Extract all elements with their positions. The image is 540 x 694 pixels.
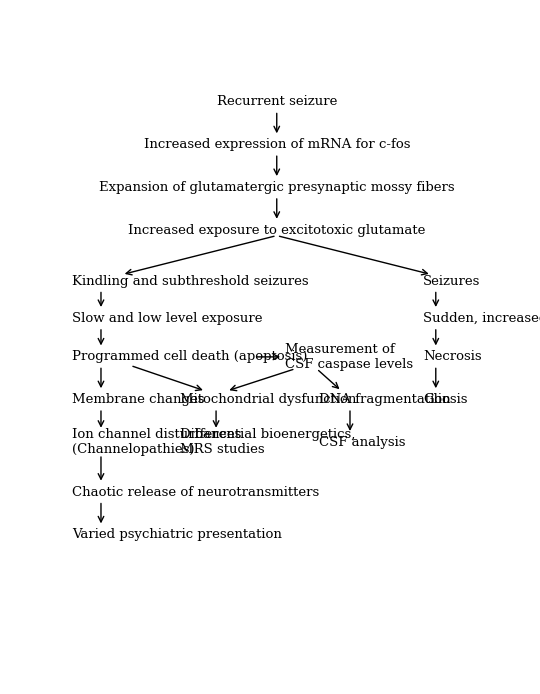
Text: Expansion of glutamatergic presynaptic mossy fibers: Expansion of glutamatergic presynaptic m… — [99, 181, 455, 194]
Text: Mitochondrial dysfunction: Mitochondrial dysfunction — [180, 393, 357, 406]
Text: Necrosis: Necrosis — [423, 350, 482, 364]
Text: Slow and low level exposure: Slow and low level exposure — [72, 312, 262, 325]
Text: CSF analysis: CSF analysis — [319, 436, 405, 449]
Text: Increased exposure to excitotoxic glutamate: Increased exposure to excitotoxic glutam… — [128, 223, 426, 237]
Text: Increased expression of mRNA for c-fos: Increased expression of mRNA for c-fos — [144, 138, 410, 151]
Text: DNA fragmentation: DNA fragmentation — [319, 393, 450, 406]
Text: Gliosis: Gliosis — [423, 393, 468, 406]
Text: Sudden, increased: Sudden, increased — [423, 312, 540, 325]
Text: Membrane changes: Membrane changes — [72, 393, 204, 406]
Text: Seizures: Seizures — [423, 275, 481, 287]
Text: Varied psychiatric presentation: Varied psychiatric presentation — [72, 528, 281, 541]
Text: Measurement of
CSF caspase levels: Measurement of CSF caspase levels — [285, 343, 413, 371]
Text: Programmed cell death (apoptosis): Programmed cell death (apoptosis) — [72, 350, 307, 364]
Text: Kindling and subthreshold seizures: Kindling and subthreshold seizures — [72, 275, 308, 287]
Text: Chaotic release of neurotransmitters: Chaotic release of neurotransmitters — [72, 486, 319, 498]
Text: Recurrent seizure: Recurrent seizure — [217, 96, 337, 108]
Text: Differential bioenergetics,
MRS studies: Differential bioenergetics, MRS studies — [180, 428, 356, 457]
Text: Ion channel disturbances
(Channelopathies): Ion channel disturbances (Channelopathie… — [72, 428, 241, 457]
